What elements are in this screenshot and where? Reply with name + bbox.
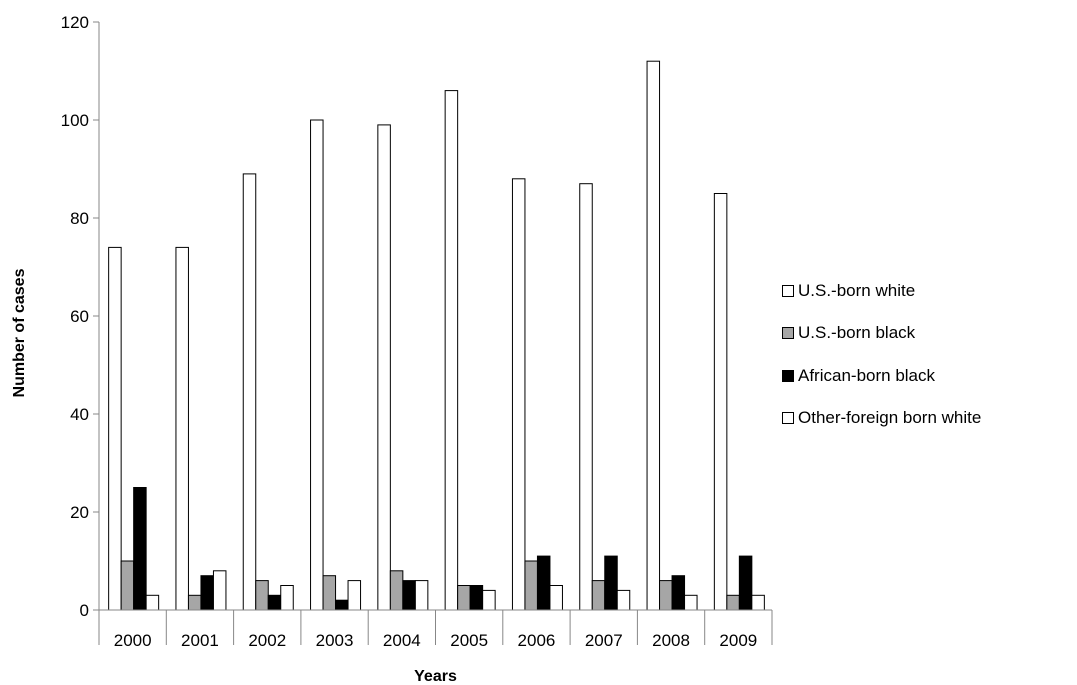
legend-swatch-african-born-black: [782, 369, 794, 382]
bar-2009-series-0: [713, 193, 728, 611]
bar-2002-series-0: [242, 173, 257, 611]
bar-2007-series-1: [591, 580, 606, 611]
bar-2004-series-2: [402, 580, 416, 611]
y-tick-label-40: 40: [70, 405, 89, 424]
bar-2002-series-3: [280, 585, 294, 611]
bar-2009-series-1: [726, 594, 740, 611]
bar-2000-series-2: [133, 487, 147, 611]
y-tick-label-60: 60: [70, 307, 89, 326]
bar-2000-series-1: [120, 560, 135, 611]
legend-item-other-foreign-born-white: Other-foreign born white: [782, 408, 981, 429]
legend-swatch-us-born-black: [782, 327, 794, 339]
legend-label-african-born-black: African-born black: [798, 365, 936, 385]
y-axis-title: Number of cases: [11, 268, 28, 397]
legend-label-us-born-white: U.S.-born white: [798, 280, 916, 300]
bar-2007-series-0: [579, 183, 593, 611]
x-tick-label-2004: 2004: [383, 631, 421, 650]
bar-2005-series-2: [469, 585, 484, 611]
legend-item-us-born-black: U.S.-born black: [782, 323, 981, 344]
y-tick-label-120: 120: [61, 13, 89, 32]
y-tick-label-100: 100: [61, 111, 89, 130]
bar-2003-series-2: [335, 599, 349, 611]
x-tick-label-2000: 2000: [114, 631, 152, 650]
legend-item-african-born-black: African-born black: [782, 365, 981, 386]
x-tick-label-2008: 2008: [652, 631, 690, 650]
bar-2008-series-1: [659, 580, 673, 611]
bar-2006-series-2: [536, 555, 551, 611]
bar-2008-series-3: [684, 594, 698, 611]
bar-2002-series-1: [255, 580, 269, 611]
bar-2001-series-2: [200, 575, 214, 611]
bar-2004-series-0: [377, 124, 391, 611]
bar-2000-series-3: [145, 594, 160, 611]
bar-2006-series-0: [511, 178, 526, 611]
bar-2006-series-3: [549, 585, 563, 611]
x-tick-label-2007: 2007: [585, 631, 623, 650]
y-tick-label-80: 80: [70, 209, 89, 228]
legend-swatch-us-born-white: [782, 284, 794, 297]
legend-label-other-foreign-born-white: Other-foreign born white: [798, 408, 982, 427]
x-axis-title: Years: [414, 668, 457, 685]
legend: U.S.-born white U.S.-born black African-…: [782, 280, 981, 450]
bar-2002-series-2: [267, 594, 282, 611]
y-tick-label-20: 20: [70, 503, 89, 522]
legend-swatch-other-foreign-born-white: [782, 412, 794, 424]
bar-2005-series-3: [482, 589, 496, 611]
x-tick-label-2002: 2002: [248, 631, 286, 650]
bar-2009-series-2: [738, 555, 753, 611]
legend-item-us-born-white: U.S.-born white: [782, 280, 981, 301]
x-tick-label-2001: 2001: [181, 631, 219, 650]
bar-2004-series-1: [389, 570, 404, 611]
y-tick-label-0: 0: [80, 601, 89, 620]
bar-2001-series-3: [212, 570, 227, 611]
bar-2008-series-2: [671, 575, 686, 611]
bar-2000-series-0: [108, 246, 122, 611]
bar-2007-series-3: [616, 589, 631, 611]
bar-2008-series-0: [646, 60, 661, 611]
x-tick-label-2006: 2006: [518, 631, 556, 650]
bar-2006-series-1: [524, 560, 538, 611]
bar-2001-series-1: [187, 594, 202, 611]
bar-2003-series-1: [322, 575, 337, 611]
x-tick-label-2003: 2003: [316, 631, 354, 650]
bar-2005-series-1: [457, 585, 471, 611]
bar-2004-series-3: [414, 580, 429, 611]
x-tick-label-2005: 2005: [450, 631, 488, 650]
bar-2005-series-0: [444, 90, 459, 611]
bar-2001-series-0: [175, 246, 189, 611]
x-tick-label-2009: 2009: [719, 631, 757, 650]
bar-2003-series-0: [310, 119, 324, 611]
bar-2003-series-3: [347, 580, 362, 611]
legend-label-us-born-black: U.S.-born black: [798, 323, 916, 342]
bar-2009-series-3: [751, 594, 765, 611]
bar-2007-series-2: [604, 555, 618, 611]
